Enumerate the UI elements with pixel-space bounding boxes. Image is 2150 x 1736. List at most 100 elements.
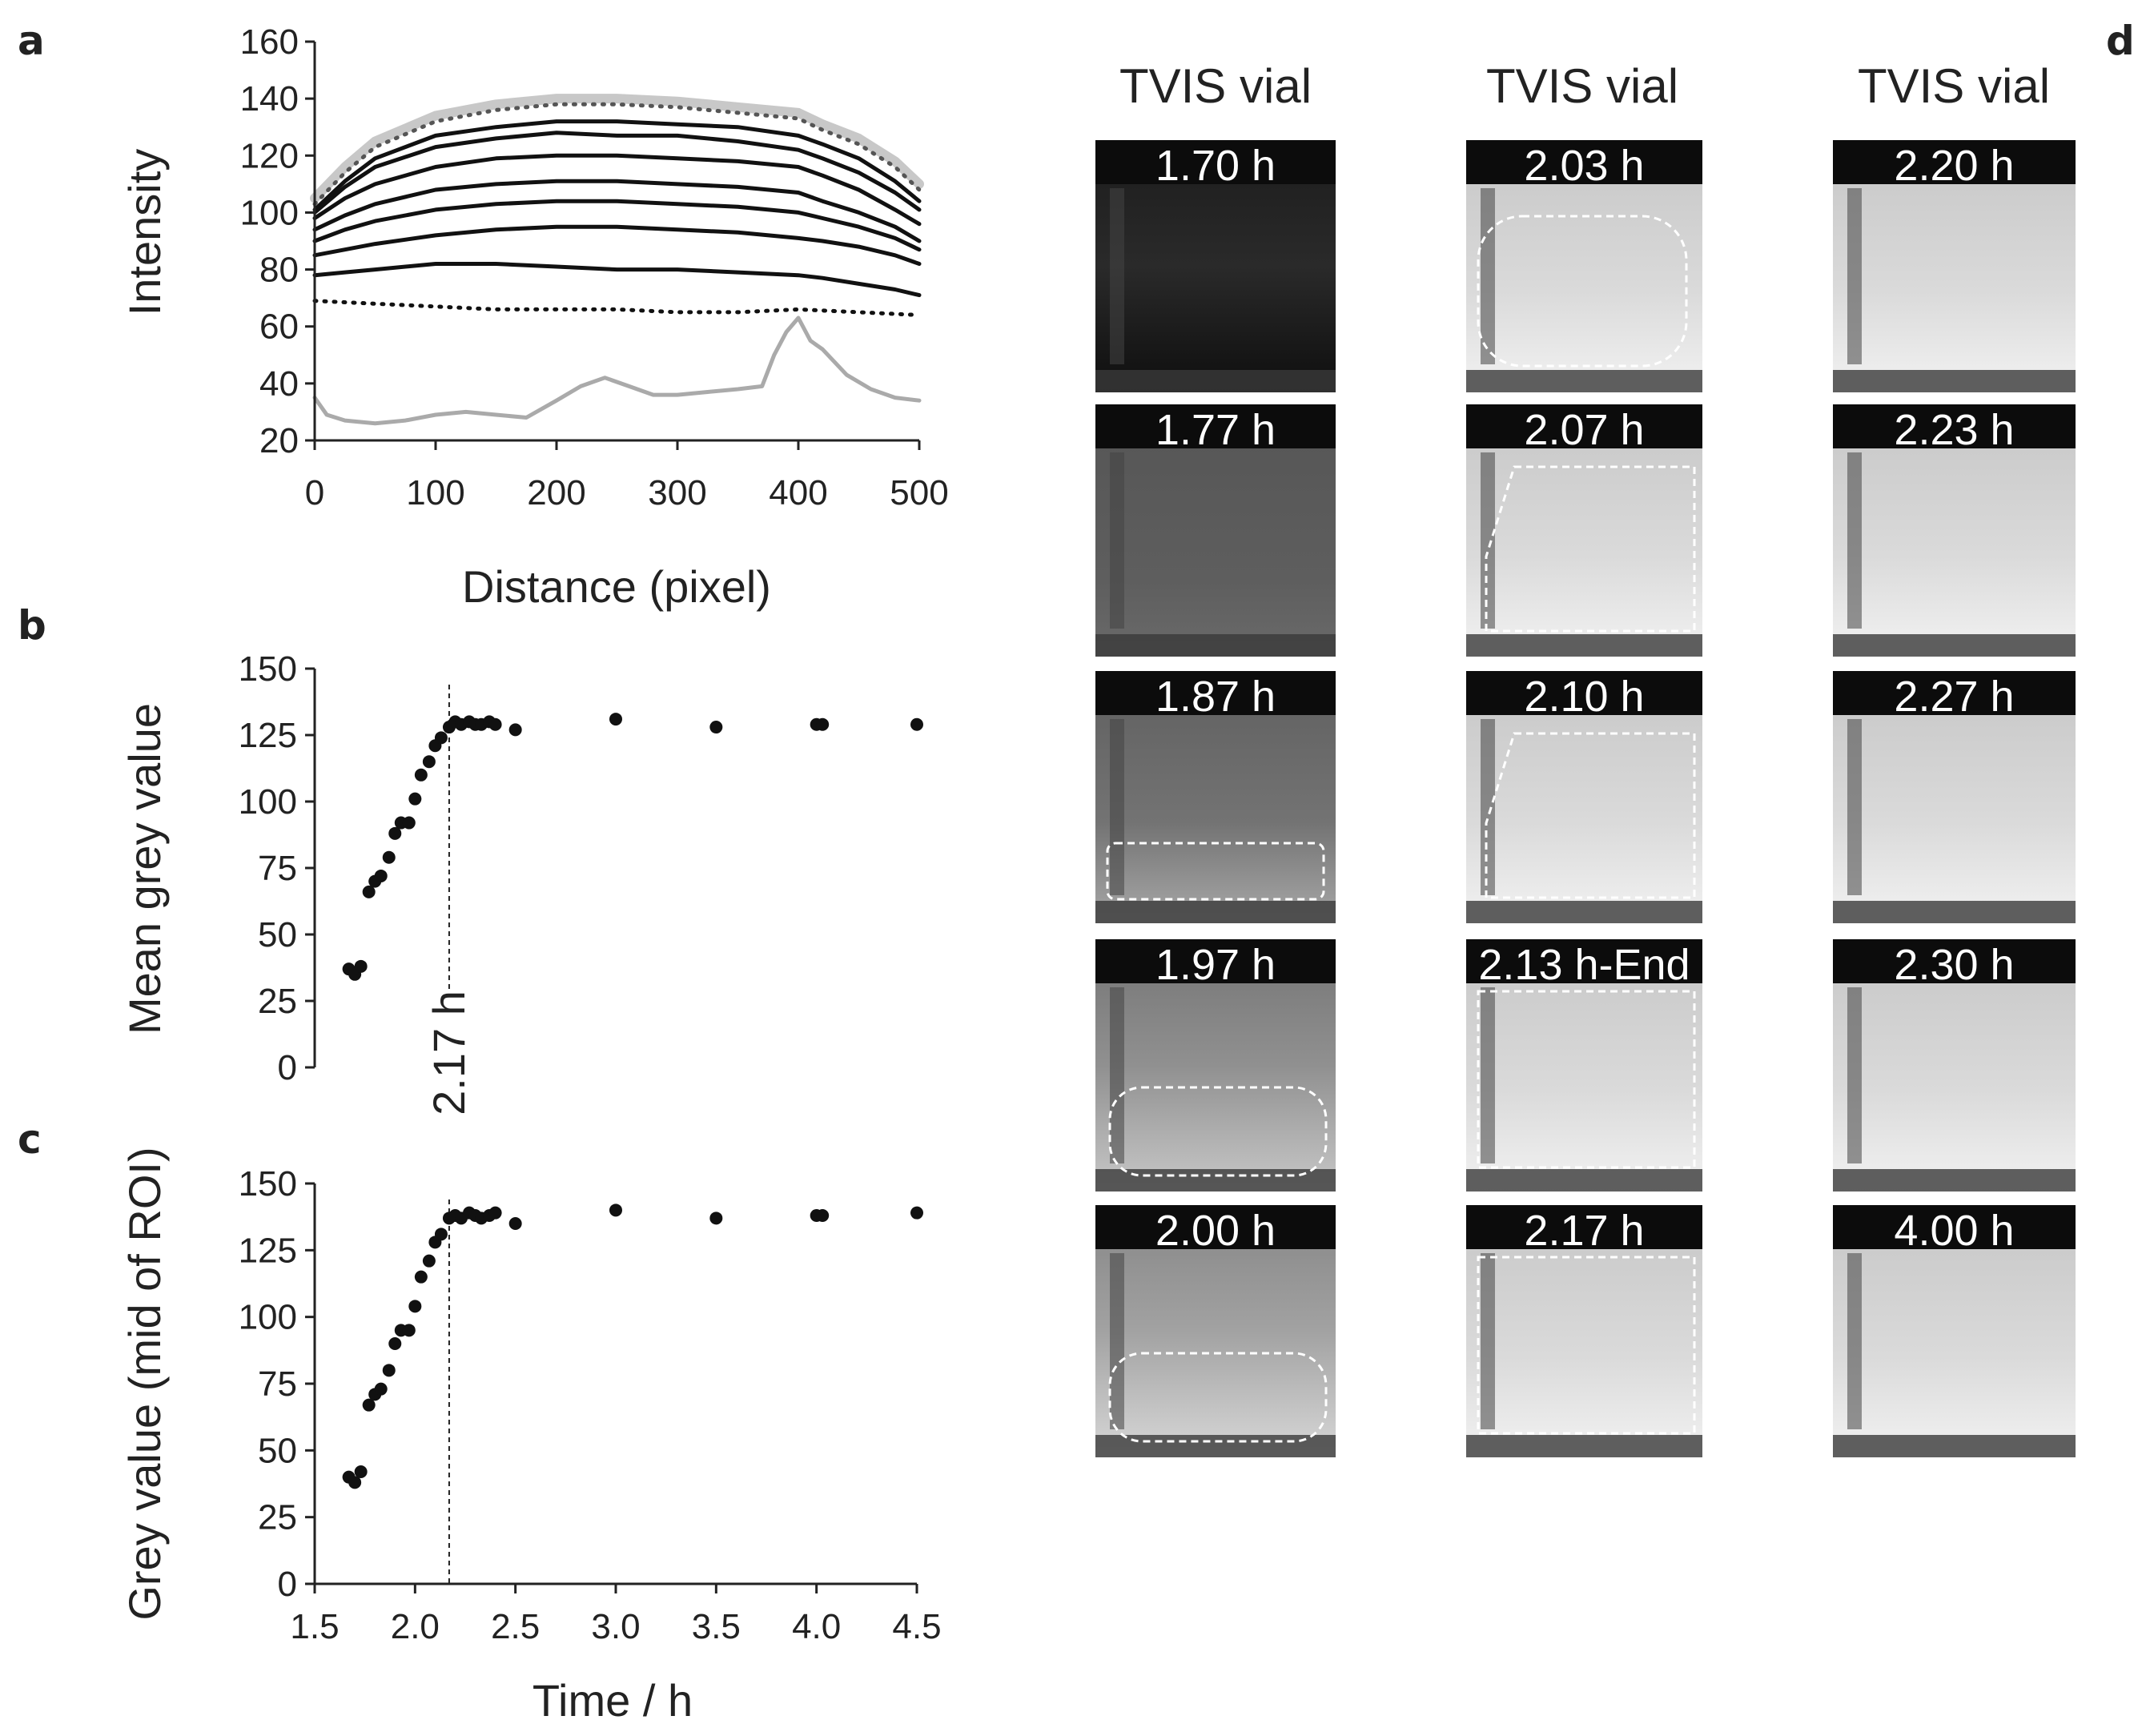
chart-c-grey-value-roi: 0 25 50 75 100 125 150 1.5 2.0 2.5 3.0 3.5 4.0 4.5 Ti… [119, 1147, 942, 1726]
chart-a-series-line-10 [312, 299, 922, 317]
vial-column-1: TVIS vial 1.70 h 1.77 h 1.87 h 1.97 h 2.00 h [1095, 59, 1336, 1457]
chart-c-data-point [354, 1465, 368, 1478]
chart-c-data-point [388, 1337, 402, 1350]
chart-b-y-tick-label: 25 [258, 982, 297, 1021]
chart-a-series-line-6 [312, 179, 922, 243]
chart-a-y-tick-label: 140 [240, 79, 299, 119]
chart-c-points [342, 1204, 923, 1489]
vial-time-label: 2.10 h [1524, 673, 1644, 721]
chart-c-y-tick-label: 150 [239, 1164, 297, 1204]
chart-b-y-tick-label: 0 [278, 1048, 297, 1087]
vial-column-frames: 2.03 h 2.07 h 2.10 h 2.13 h-End 2.17 h [1466, 140, 1702, 1457]
chart-b-data-point [422, 755, 436, 769]
chart-a-x-tick-label: 400 [769, 473, 827, 512]
vial-base-band [1833, 1169, 2076, 1191]
roi-outline [1108, 1086, 1328, 1177]
chart-b-y-tick-label: 50 [258, 915, 297, 954]
chart-a-series-line-9 [312, 262, 922, 298]
chart-c-x-tick-label: 4.0 [792, 1607, 841, 1646]
chart-c-y-tick-label: 75 [258, 1364, 297, 1404]
vial-frame: 2.00 h [1095, 1205, 1336, 1457]
chart-a-x-tick-label: 300 [648, 473, 706, 512]
chart-b-data-point [508, 723, 522, 737]
chart-c-y-tick-label: 0 [278, 1565, 297, 1604]
chart-b-y-tick-label: 150 [239, 649, 297, 689]
vial-time-label: 4.00 h [1894, 1207, 2014, 1255]
vial-cap-band [1095, 140, 1336, 184]
vial-frame: 1.70 h [1095, 140, 1336, 392]
chart-a-series-line-8 [312, 224, 922, 266]
chart-b-data-point [374, 869, 388, 882]
chart-c-data-point [382, 1364, 396, 1377]
vial-frame: 2.17 h [1466, 1205, 1702, 1457]
vial-cap-band [1095, 939, 1336, 983]
vial-wall-shadow [1481, 188, 1495, 364]
chart-b-data-point [910, 717, 923, 731]
chart-a-series-line-2 [312, 102, 922, 207]
vial-frame: 1.77 h [1095, 404, 1336, 657]
vial-time-label: 2.17 h [1524, 1207, 1644, 1255]
chart-c-x-tick-label: 3.5 [692, 1607, 741, 1646]
chart-a-y-tick-label: 100 [240, 193, 299, 232]
vial-time-label: 1.87 h [1155, 673, 1276, 721]
vial-frame: 2.07 h [1466, 404, 1702, 657]
vial-time-label: 1.70 h [1155, 142, 1276, 190]
vial-cap-band [1466, 671, 1702, 715]
vial-base-band [1466, 634, 1702, 657]
chart-b-data-point [488, 717, 502, 731]
chart-b-data-point [609, 713, 622, 726]
vial-column-2: TVIS vial 2.03 h2.07 h2.10 h2.13 h-End2.… [1466, 59, 1702, 1457]
vial-column-title: TVIS vial [1858, 59, 2050, 113]
chart-c-x-label: Time / h [532, 1675, 693, 1726]
chart-c-y-tick-label: 50 [258, 1431, 297, 1470]
chart-b-ticks: 0 25 50 75 100 125 150 [239, 649, 315, 1087]
vial-image-grid: TVIS vial 1.70 h 1.77 h 1.87 h 1.97 h 2.00 h… [1095, 59, 2076, 1457]
chart-c-data-point [816, 1209, 830, 1222]
vial-wall-shadow [1847, 188, 1862, 364]
vial-base-band [1466, 370, 1702, 392]
chart-a-y-tick-label: 80 [259, 251, 299, 290]
chart-c-x-tick-label: 2.5 [491, 1607, 540, 1646]
chart-c-x-tick-label: 4.5 [892, 1607, 941, 1646]
chart-a-y-label: Intensity [119, 149, 170, 316]
roi-outline [1106, 842, 1325, 901]
chart-a-series-line-7 [312, 199, 922, 252]
chart-b-data-point [388, 826, 402, 840]
vial-wall-shadow [1481, 987, 1495, 1163]
chart-c-data-point [408, 1300, 422, 1313]
chart-a-y-tick-label: 20 [259, 421, 299, 460]
vial-time-label: 1.77 h [1155, 406, 1276, 454]
chart-a-series [310, 94, 924, 426]
chart-b-y-tick-label: 75 [258, 849, 297, 888]
vial-base-band [1833, 370, 2076, 392]
vial-base-band [1095, 901, 1336, 923]
vial-base-band [1466, 1435, 1702, 1457]
vial-time-label: 2.30 h [1894, 941, 2014, 989]
vial-cap-band [1833, 140, 2076, 184]
vial-frame: 2.20 h [1833, 140, 2076, 392]
vial-cap-band [1833, 939, 2076, 983]
chart-b-y-tick-label: 125 [239, 716, 297, 755]
vial-frame: 1.97 h [1095, 939, 1336, 1191]
chart-c-data-point [508, 1217, 522, 1230]
chart-a-ticks: 20 40 60 80 100 120 140 160 0 100 200 300 400 500 [240, 22, 949, 512]
vial-frame: 4.00 h [1833, 1205, 2076, 1457]
chart-c-data-point [434, 1228, 448, 1241]
chart-b-data-point [408, 792, 422, 806]
vial-wall-shadow [1481, 719, 1495, 895]
vial-frame: 2.03 h [1466, 140, 1702, 392]
chart-a-y-tick-label: 160 [240, 22, 299, 62]
vial-base-band [1466, 901, 1702, 923]
chart-c-data-point [422, 1254, 436, 1268]
vial-frame: 2.23 h [1833, 404, 2076, 657]
vial-time-label: 2.00 h [1155, 1207, 1276, 1255]
chart-b-data-point [354, 959, 368, 973]
vial-time-label: 2.07 h [1524, 406, 1644, 454]
vial-column-title: TVIS vial [1119, 59, 1312, 113]
chart-c-data-point [348, 1476, 362, 1489]
vial-wall-shadow [1847, 987, 1862, 1163]
vial-wall-shadow [1110, 719, 1124, 895]
chart-c-data-point [414, 1270, 428, 1284]
chart-c-data-point [609, 1204, 622, 1217]
vial-cap-band [1466, 140, 1702, 184]
